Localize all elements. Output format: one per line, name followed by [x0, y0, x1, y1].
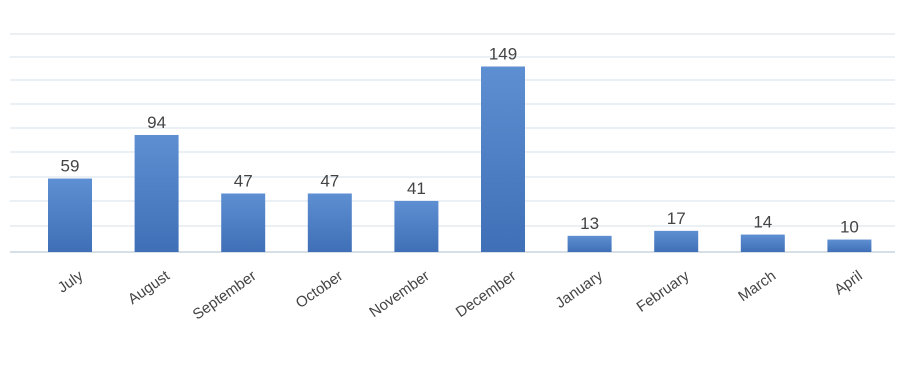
tick-label-september: September: [190, 267, 260, 323]
bar-july: [48, 178, 92, 252]
data-label-july: 59: [61, 157, 80, 176]
tick-label-march: March: [735, 267, 779, 305]
data-label-november: 41: [407, 179, 426, 198]
data-label-september: 47: [234, 171, 253, 190]
tick-label-october: October: [293, 267, 346, 312]
value-labels: 59 94 47 47 41 149 13 17 14 10: [61, 44, 859, 236]
bar-march: [740, 234, 785, 252]
tick-label-december: December: [453, 267, 519, 321]
data-label-august: 94: [147, 113, 166, 132]
bar-december: [481, 66, 525, 253]
data-label-january: 13: [580, 214, 599, 233]
bar-january: [567, 235, 612, 252]
category-labels: July August September October November Decemb…: [55, 267, 866, 323]
bar-august: [134, 134, 179, 252]
bar-april: [827, 239, 872, 252]
data-label-december: 149: [489, 44, 517, 63]
bar-september: [221, 193, 266, 252]
tick-label-february: February: [634, 267, 693, 316]
tick-label-august: August: [125, 267, 174, 308]
data-label-march: 14: [753, 213, 772, 232]
tick-label-april: April: [831, 267, 865, 298]
data-label-february: 17: [667, 209, 686, 228]
bar-february: [654, 230, 699, 252]
bar-november: [394, 200, 439, 252]
data-label-april: 10: [840, 218, 859, 237]
tick-label-july: July: [55, 267, 87, 297]
data-label-october: 47: [320, 171, 339, 190]
bars: [48, 66, 872, 253]
tick-label-january: January: [552, 267, 606, 312]
tick-label-november: November: [366, 267, 432, 321]
bar-october: [307, 193, 352, 252]
